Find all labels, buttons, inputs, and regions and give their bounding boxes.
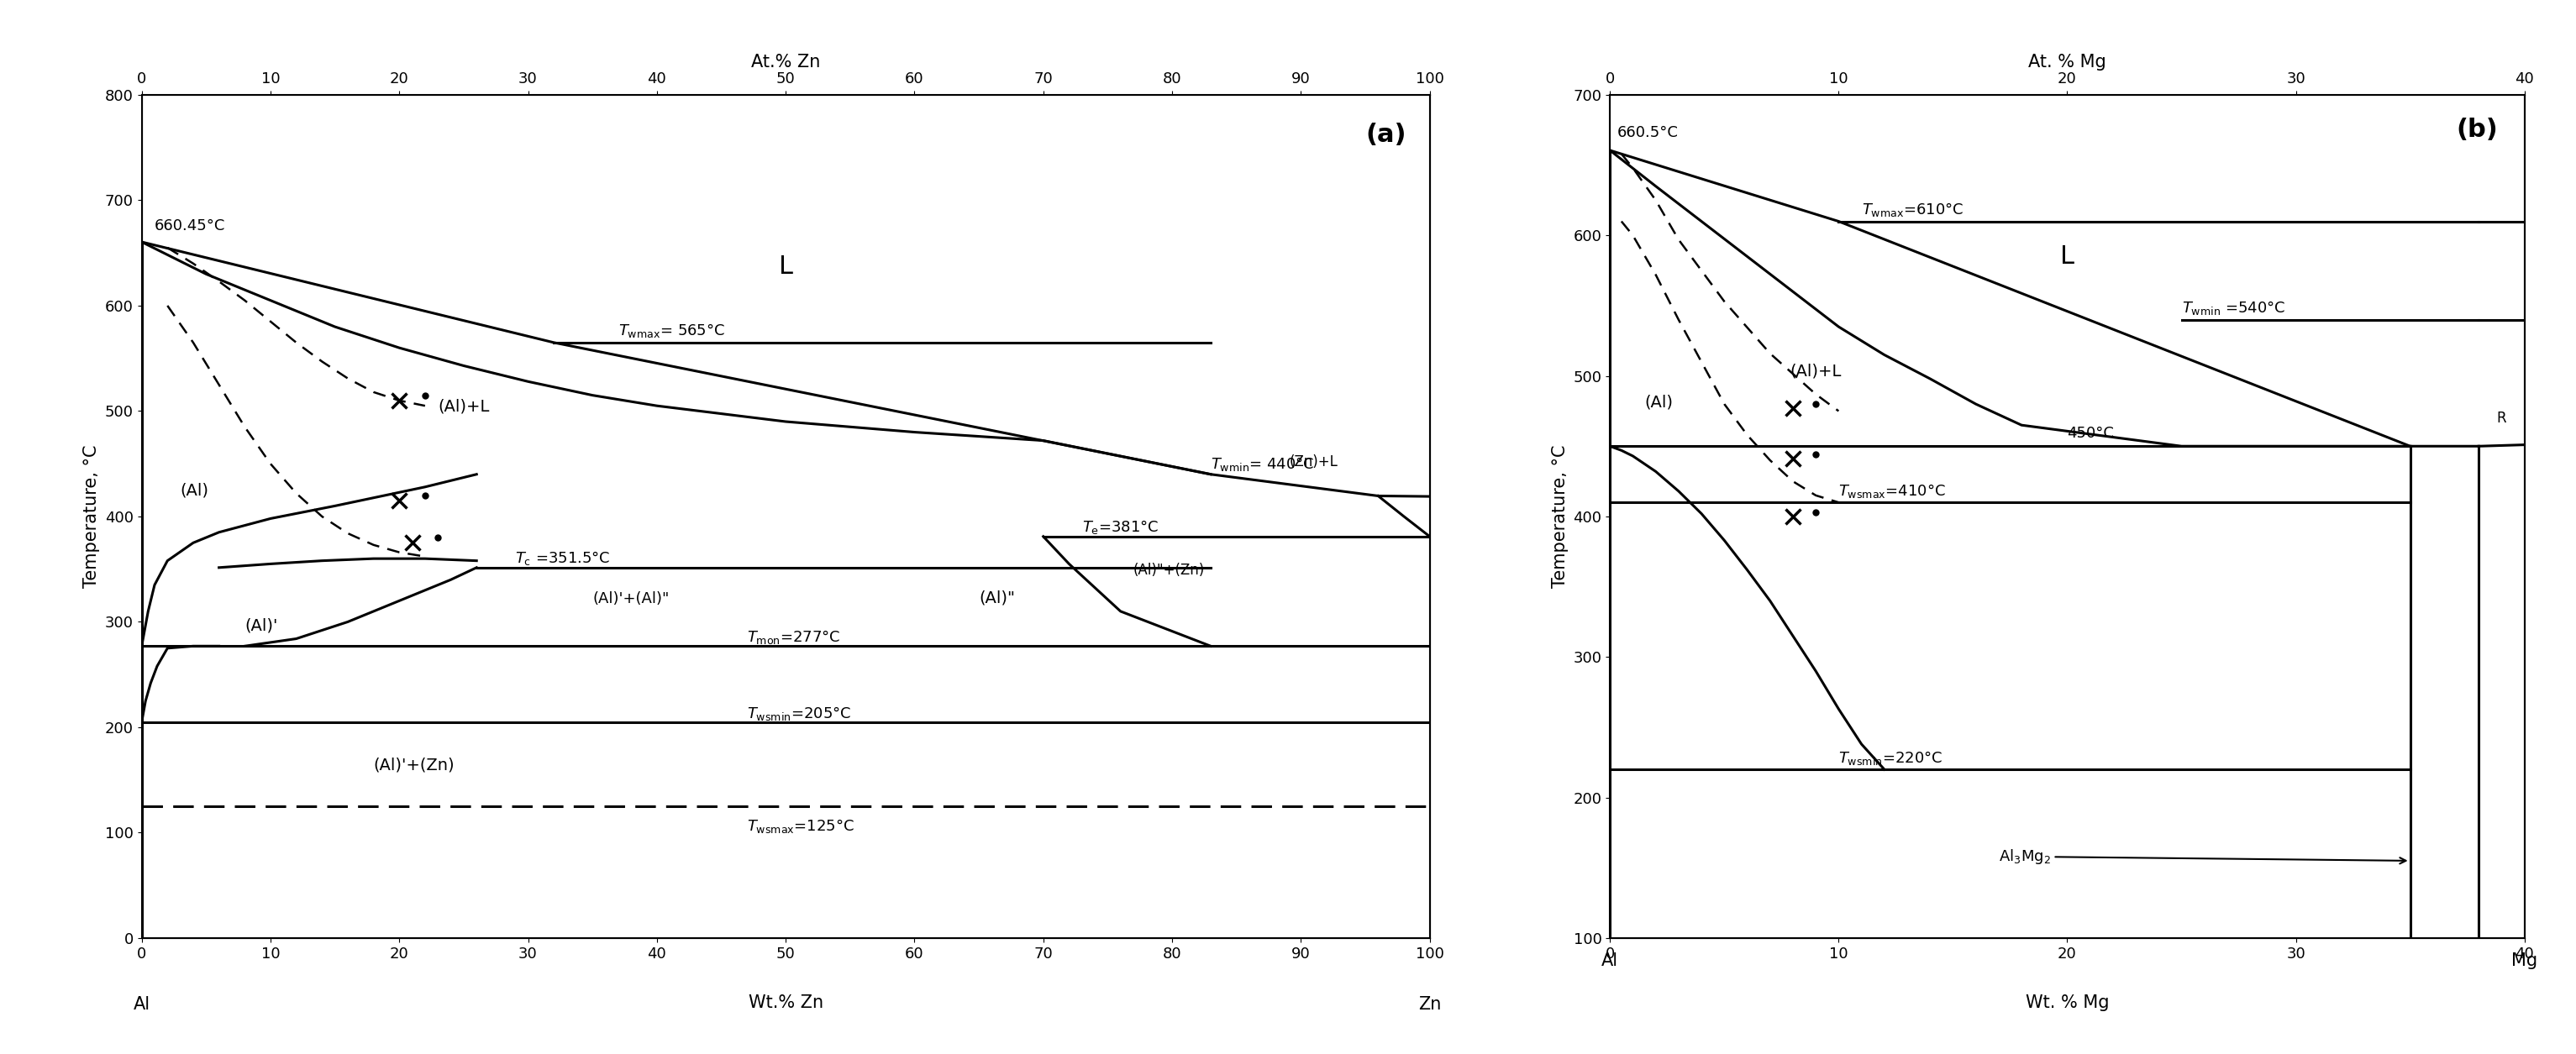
Text: (Al)"+(Zn): (Al)"+(Zn) bbox=[1133, 563, 1206, 578]
Text: R: R bbox=[2496, 411, 2506, 426]
Text: (Al)+L: (Al)+L bbox=[438, 398, 489, 414]
X-axis label: Wt.% Zn: Wt.% Zn bbox=[747, 994, 824, 1011]
Text: (Al)'+(Al)": (Al)'+(Al)" bbox=[592, 591, 670, 606]
Text: (Zn)+L: (Zn)+L bbox=[1291, 454, 1337, 469]
Text: (Al)+L: (Al)+L bbox=[1790, 364, 1842, 379]
Text: $T_\mathrm{wsmax}$=125°C: $T_\mathrm{wsmax}$=125°C bbox=[747, 817, 855, 835]
Text: $T_\mathrm{e}$=381°C: $T_\mathrm{e}$=381°C bbox=[1082, 518, 1159, 535]
Text: L: L bbox=[778, 255, 793, 279]
Text: $T_\mathrm{wmin}$= 440°C: $T_\mathrm{wmin}$= 440°C bbox=[1211, 455, 1314, 473]
X-axis label: At.% Zn: At.% Zn bbox=[752, 54, 819, 71]
Text: (b): (b) bbox=[2455, 118, 2499, 142]
Y-axis label: Temperature, °C: Temperature, °C bbox=[1551, 445, 1569, 588]
Text: (Al): (Al) bbox=[180, 483, 209, 499]
Text: $T_\mathrm{wsmax}$=410°C: $T_\mathrm{wsmax}$=410°C bbox=[1839, 482, 1945, 500]
Text: (a): (a) bbox=[1365, 123, 1406, 148]
Text: Al$_3$Mg$_2$: Al$_3$Mg$_2$ bbox=[1999, 847, 2406, 865]
Text: (Al): (Al) bbox=[1643, 394, 1672, 410]
Text: $T_\mathrm{wmax}$= 565°C: $T_\mathrm{wmax}$= 565°C bbox=[618, 321, 724, 339]
Text: Al: Al bbox=[134, 996, 149, 1013]
Text: L: L bbox=[2061, 245, 2074, 269]
Text: 660.45°C: 660.45°C bbox=[155, 218, 227, 233]
Text: Al: Al bbox=[1602, 953, 1618, 970]
Text: $T_\mathrm{wsmin}$=205°C: $T_\mathrm{wsmin}$=205°C bbox=[747, 704, 850, 722]
Text: Zn: Zn bbox=[1419, 996, 1440, 1013]
Text: (Al)'+(Zn): (Al)'+(Zn) bbox=[374, 757, 456, 773]
X-axis label: At. % Mg: At. % Mg bbox=[2027, 54, 2107, 71]
Text: (Al)': (Al)' bbox=[245, 618, 278, 633]
Text: 660.5°C: 660.5°C bbox=[1618, 125, 1677, 140]
Text: $T_\mathrm{wmax}$=610°C: $T_\mathrm{wmax}$=610°C bbox=[1862, 201, 1963, 218]
Text: $T_\mathrm{wmin}$ =540°C: $T_\mathrm{wmin}$ =540°C bbox=[2182, 299, 2285, 317]
Text: $T_\mathrm{c}$ =351.5°C: $T_\mathrm{c}$ =351.5°C bbox=[515, 549, 611, 567]
Text: (Al)": (Al)" bbox=[979, 590, 1015, 606]
Text: $T_\mathrm{wsmin}$=220°C: $T_\mathrm{wsmin}$=220°C bbox=[1839, 749, 1942, 766]
Text: $T_\mathrm{mon}$=277°C: $T_\mathrm{mon}$=277°C bbox=[747, 628, 840, 646]
Y-axis label: Temperature, °C: Temperature, °C bbox=[82, 445, 100, 588]
Text: 450°C: 450°C bbox=[2066, 426, 2115, 442]
Text: Mg: Mg bbox=[2512, 953, 2537, 970]
X-axis label: Wt. % Mg: Wt. % Mg bbox=[2025, 994, 2110, 1011]
